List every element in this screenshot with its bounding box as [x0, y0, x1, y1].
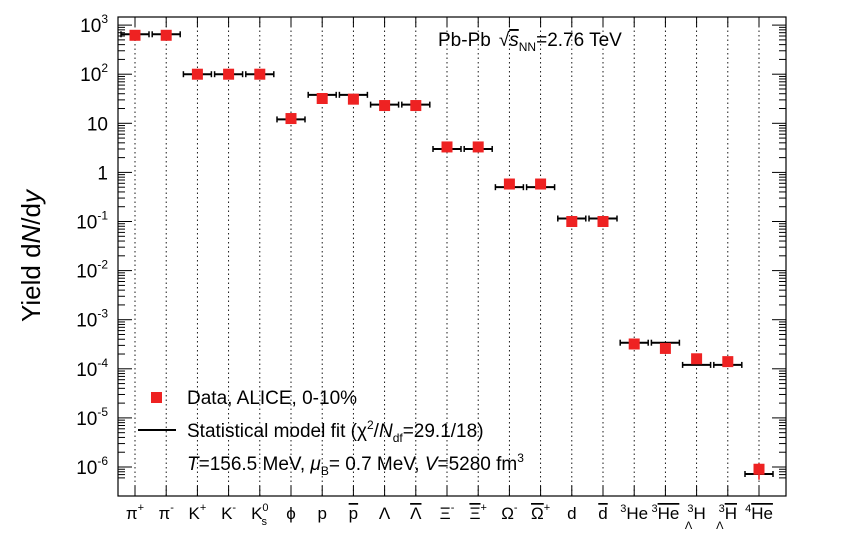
y-tick-label: 10-3: [76, 307, 108, 332]
x-category-label: d: [567, 504, 576, 523]
x-category-label: 3H: [687, 503, 705, 523]
legend: Data, ALICE, 0-10% Statistical model fit…: [138, 388, 524, 478]
x-category-label: 3H: [719, 503, 737, 523]
x-category-label: ϕ: [286, 504, 296, 523]
data-point: [722, 356, 734, 368]
y-tick-label: 10-5: [76, 405, 108, 430]
x-category-label: Ω-: [501, 502, 518, 523]
data-point: [379, 100, 391, 112]
data-point: [691, 353, 703, 365]
data-point: [223, 68, 235, 80]
x-category-label: Ξ+: [469, 502, 487, 523]
x-category-label: d: [598, 504, 607, 523]
x-category-label: 4He: [745, 503, 773, 523]
x-axis: π+ π- K+ K- K0 s ϕ p p Λ Λ Ξ- Ξ+ Ω- Ω+ d d 3He 3He 3HΛ3HΛ4H…: [126, 17, 773, 532]
x-category-label: p: [349, 504, 358, 523]
y-tick-label: 102: [80, 61, 108, 86]
y-tick-label: 103: [80, 12, 108, 37]
data-point: [566, 216, 578, 227]
x-category-label-presub: Λ: [716, 520, 724, 532]
data-point: [191, 68, 203, 80]
x-category-label: K-: [221, 502, 236, 523]
data-point: [472, 141, 484, 153]
y-axis-label: Yield dN/dy: [16, 188, 46, 322]
x-category-label: Ω+: [531, 502, 550, 523]
plot-frame: [117, 16, 787, 497]
data-point: [347, 93, 359, 105]
data-point: [503, 178, 515, 190]
data-point: [316, 92, 328, 104]
x-category-label: 3He: [651, 503, 679, 523]
data-point: [441, 141, 453, 153]
data-point: [285, 113, 297, 125]
data-point: [659, 342, 671, 354]
x-category-label: Λ: [410, 504, 422, 523]
data-point: [597, 216, 609, 227]
data-point: [160, 29, 172, 41]
x-category-label: K+: [189, 502, 207, 523]
data-series: [129, 29, 765, 480]
x-category-label: π+: [126, 502, 144, 523]
x-category-label: π-: [158, 502, 174, 523]
data-point: [129, 29, 141, 41]
x-category-label: p: [317, 504, 326, 523]
data-point: [254, 68, 266, 80]
x-category-label: Ξ-: [440, 502, 455, 523]
data-point: [535, 178, 547, 190]
y-tick-label: 10-6: [76, 454, 108, 479]
data-point: [410, 100, 422, 112]
x-category-label: 3He: [620, 503, 648, 523]
x-category-label: Λ: [379, 504, 391, 523]
legend-model-params: T=156.5 MeV, μB= 0.7 MeV, V=5280 fm3: [187, 451, 524, 478]
legend-data-marker: [151, 392, 162, 403]
data-point: [628, 338, 640, 350]
x-category-label: K0 s: [251, 502, 268, 528]
chart-title: Pb-Pb √sNN=2.76 TeV: [438, 30, 622, 54]
y-tick-label: 10-2: [76, 258, 108, 283]
y-tick-label: 10-4: [76, 356, 108, 381]
grid-lines: [134, 17, 760, 496]
legend-model-label: Statistical model fit (χ2/Ndf=29.1/18): [187, 418, 484, 445]
data-point: [753, 463, 765, 475]
y-tick-label: 1: [97, 163, 108, 184]
y-axis: 10-6 10-5 10-4 10-3 10-2 10-1 1 10 102 103: [76, 12, 786, 479]
y-tick-label: 10-1: [76, 209, 108, 234]
x-category-label-presub: Λ: [685, 520, 693, 532]
legend-data-label: Data, ALICE, 0-10%: [187, 388, 357, 409]
y-tick-label: 10: [87, 114, 108, 135]
